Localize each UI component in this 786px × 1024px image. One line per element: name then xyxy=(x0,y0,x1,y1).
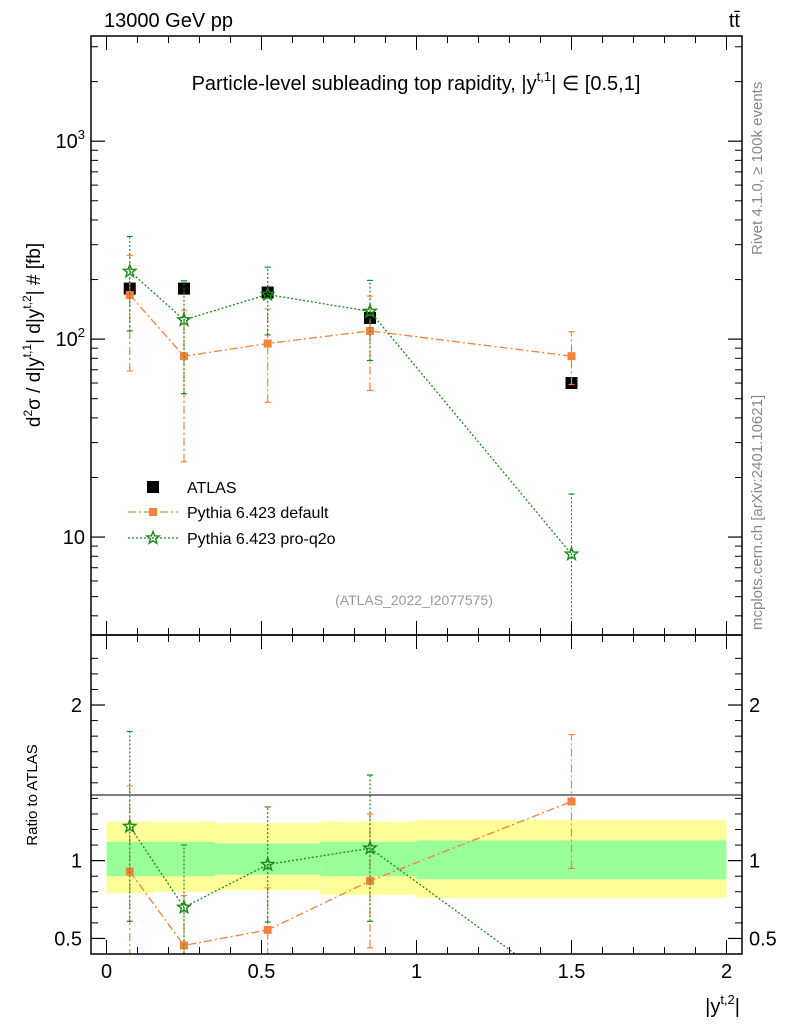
energy-label: 13000 GeV pp xyxy=(104,10,233,32)
analysis-label: (ATLAS_2022_I2077575) xyxy=(335,592,493,608)
tick-base: 10 xyxy=(56,131,78,153)
data-point xyxy=(567,352,576,361)
data-point xyxy=(361,302,379,319)
ratio-y-tick-label-right: 1 xyxy=(749,851,760,873)
legend-item: ATLAS xyxy=(147,480,237,497)
tick-exp: 3 xyxy=(78,127,85,142)
series-pythia-6-423-pro-q2o xyxy=(121,235,580,635)
series-atlas xyxy=(123,282,578,390)
legend-item: Pythia 6.423 default xyxy=(128,505,329,522)
ratio-x-tick-label: 0.5 xyxy=(248,961,276,983)
series-pythia-6-423-default xyxy=(125,254,576,463)
main-marks xyxy=(121,235,580,635)
mcplots-label: mcplots.cern.ch [arXiv:2401.10621] xyxy=(749,395,766,630)
main-title: Particle-level subleading top rapidity, … xyxy=(192,69,641,95)
ratio-ylabel: Ratio to ATLAS xyxy=(24,744,41,845)
legend-marker xyxy=(144,529,162,545)
legend-label: Pythia 6.423 pro-q2o xyxy=(187,531,336,548)
y-tick-label: 10 xyxy=(63,527,85,549)
legend-marker xyxy=(149,508,157,516)
ratio-line xyxy=(129,826,517,954)
ratio-y-tick-label: 1 xyxy=(71,851,82,873)
y-tick-label: 102 xyxy=(56,325,85,351)
process-label: tt̄ xyxy=(729,10,741,32)
ratio-point xyxy=(175,898,193,915)
tick-exp: 2 xyxy=(78,325,85,340)
legend-label: ATLAS xyxy=(187,480,237,497)
legend-marker xyxy=(147,481,159,493)
ratio-point xyxy=(259,856,276,872)
ratio-marks xyxy=(121,730,577,1000)
data-point xyxy=(259,286,276,302)
data-point xyxy=(175,311,193,327)
legend-item: Pythia 6.423 pro-q2o xyxy=(128,529,336,548)
ratio-xlabel: |yt,2| xyxy=(705,992,740,1018)
ratio-panel: 0.5 0.5 1 1 2 2 0 0.5 1 1.5 2 Ratio to ATLAS |yt,2… xyxy=(24,634,777,1018)
inner-band xyxy=(320,841,417,877)
data-point xyxy=(563,545,580,561)
tick-base: 10 xyxy=(56,329,78,351)
ratio-x-tick-label: 2 xyxy=(721,961,732,983)
ratio-point xyxy=(263,925,272,934)
legend-label: Pythia 6.423 default xyxy=(187,505,329,522)
data-point xyxy=(121,262,138,279)
ratio-x-tick-label: 1.5 xyxy=(558,961,586,983)
ratio-series-pythia-6-423-pro-q2o xyxy=(121,730,577,1000)
y-tick-label: 103 xyxy=(56,127,85,153)
ratio-x-tick-label: 1 xyxy=(411,961,422,983)
data-point xyxy=(263,339,272,348)
ratio-point xyxy=(565,988,577,1000)
ratio-y-tick-label-right: 2 xyxy=(749,695,760,717)
ratio-ticks: 0.5 0.5 1 1 2 2 0 0.5 1 1.5 2 xyxy=(54,635,777,983)
legend: ATLAS Pythia 6.423 default Pythia 6.423 pr… xyxy=(128,480,336,548)
ratio-point xyxy=(361,839,379,856)
main-ylabel: d2σ / d|yt,1| d|yt,2| # [fb] xyxy=(20,243,45,427)
inner-band xyxy=(153,841,215,877)
ratio-bands xyxy=(106,820,727,898)
ratio-point xyxy=(567,797,576,806)
ratio-y-tick-label: 0.5 xyxy=(54,928,82,950)
ratio-point xyxy=(121,817,138,834)
series-line xyxy=(129,294,572,357)
ratio-y-tick-label: 2 xyxy=(71,695,82,717)
data-point xyxy=(125,291,134,300)
ratio-x-tick-label: 0 xyxy=(101,961,112,983)
rivet-label: Rivet 4.1.0, ≥ 100k events xyxy=(749,82,766,255)
ratio-y-tick-label-right: 0.5 xyxy=(749,928,777,950)
